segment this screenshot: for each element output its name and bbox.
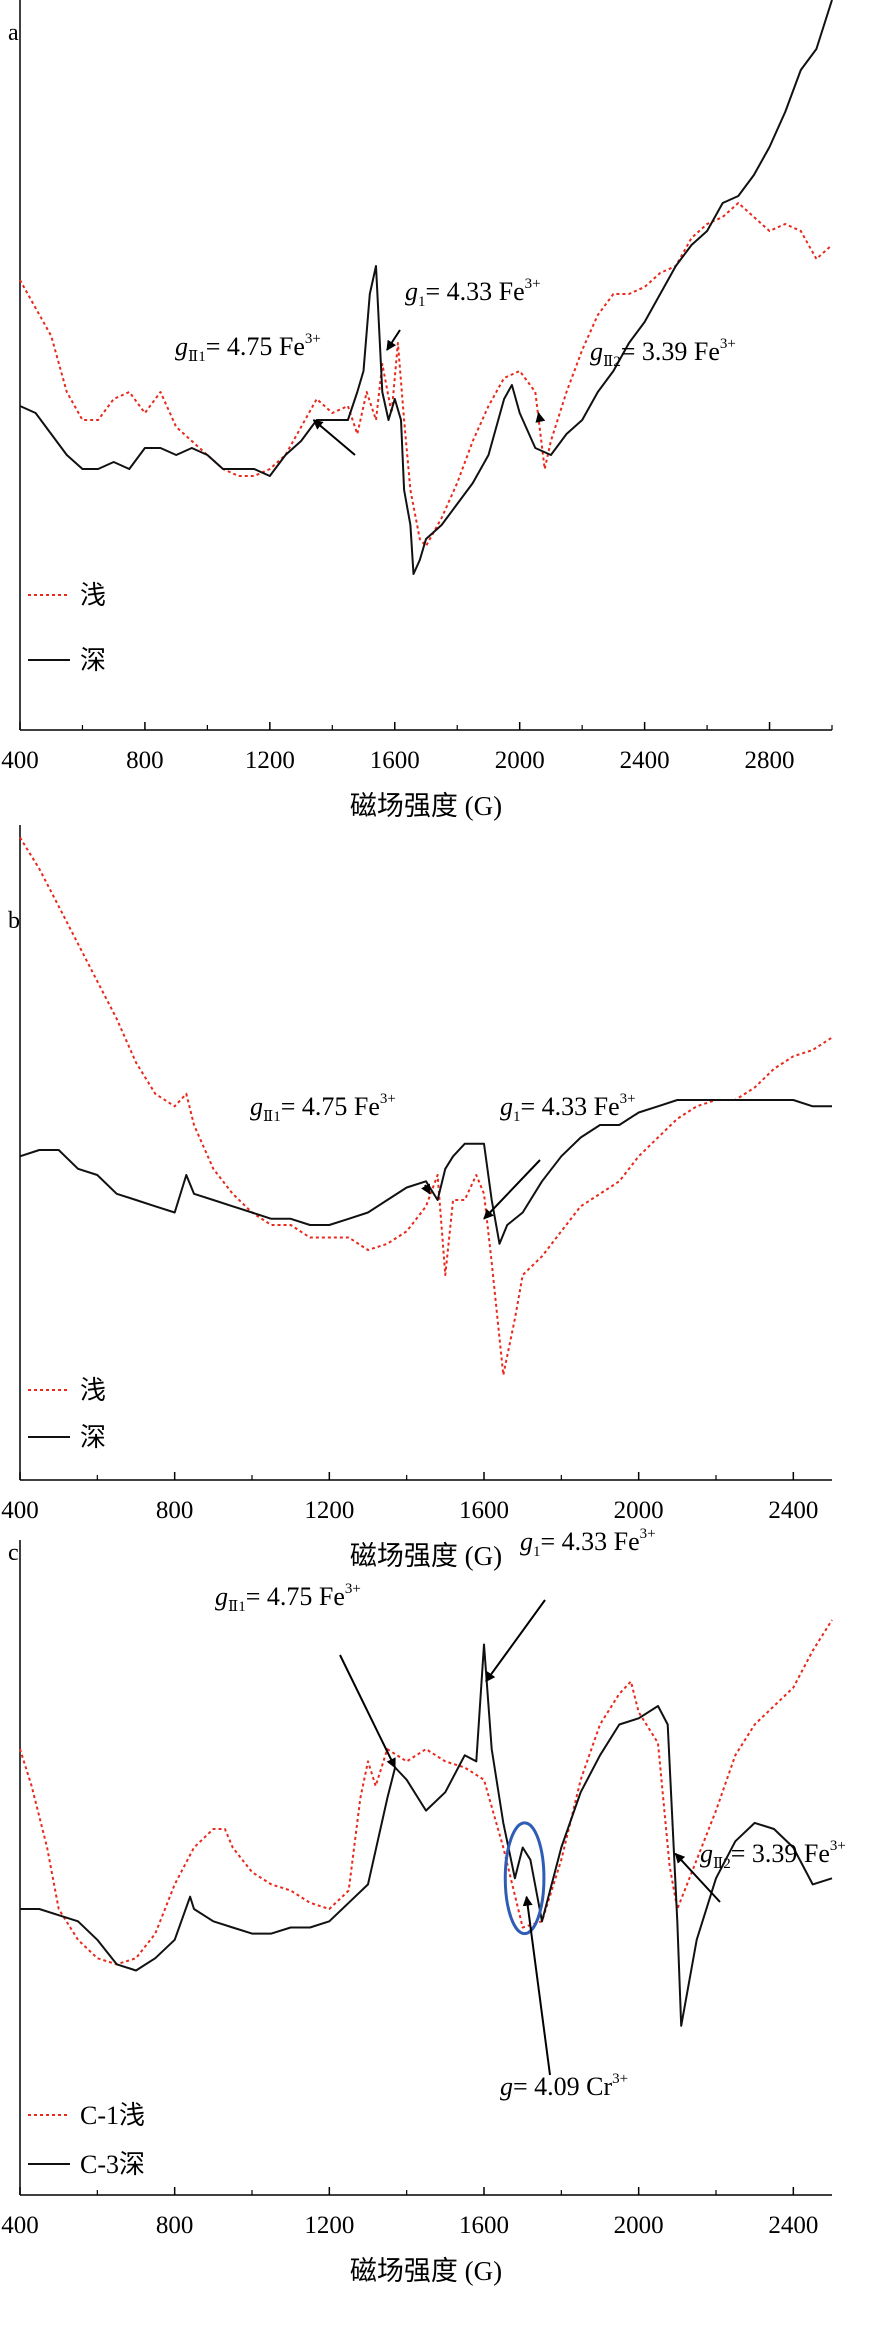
chart-panel-a: a 400 800 1200 1600 2000 2400 2800 磁场强度 (G) gⅡ1= …: [1, 0, 833, 821]
x-tick-label: 2000: [614, 2212, 664, 2239]
x-tick-label: 1600: [459, 2212, 509, 2239]
x-tick-label: 400: [1, 1497, 39, 1524]
series-line-shallow: [19, 836, 833, 1376]
x-axis-title: 磁场强度 (G): [350, 2256, 502, 2286]
x-tick-label: 800: [126, 747, 164, 774]
x-tick-label: 2000: [614, 1497, 664, 1524]
g-factor-annotation: g1= 4.33 Fe3+: [405, 276, 541, 310]
legend-label: C-3深: [80, 2150, 145, 2179]
legend-label: 深: [80, 646, 106, 675]
panel-label: b: [8, 908, 20, 934]
series-line-shallow: [19, 202, 833, 547]
annotation-arrow: [386, 329, 401, 351]
g-factor-annotation: gⅡ1= 4.75 Fe3+: [215, 1581, 361, 1615]
panel-label: c: [8, 1540, 19, 1566]
series-line-deep: [20, 1643, 833, 2027]
g-factor-annotation: gⅡ2= 3.39 Fe3+: [700, 1838, 846, 1872]
series-line-deep: [19, 0, 833, 575]
annotation-arrow: [485, 1599, 546, 1683]
g-factor-annotation: gⅡ2= 3.39 Fe3+: [590, 336, 736, 370]
chart-panel-b: b 400 800 1200 1600 2000 2400 磁场强度 (G) gⅡ1= 4.75…: [1, 825, 833, 1571]
g-factor-annotation: g1= 4.33 Fe3+: [520, 1526, 656, 1560]
annotation-arrow: [483, 1159, 541, 1220]
g-factor-annotation: g1= 4.33 Fe3+: [500, 1091, 636, 1125]
annotation-arrow: [339, 1654, 396, 1769]
series-line-deep: [19, 1099, 832, 1245]
x-tick-label: 2000: [495, 747, 545, 774]
series-line-shallow: [19, 1619, 833, 1966]
x-tick-label: 1200: [304, 1497, 354, 1524]
x-axis-title: 磁场强度 (G): [350, 791, 502, 821]
x-tick-label: 1600: [459, 1497, 509, 1524]
x-tick-label: 1600: [370, 747, 420, 774]
g-factor-annotation: gⅡ1= 4.75 Fe3+: [250, 1091, 396, 1125]
annotation-arrow: [674, 1852, 721, 1903]
legend-label: 浅: [80, 1376, 106, 1405]
x-tick-label: 800: [156, 2212, 194, 2239]
x-tick-label: 1200: [304, 2212, 354, 2239]
x-tick-label: 2400: [768, 1497, 818, 1524]
annotation-arrow: [535, 412, 546, 423]
panel-label: a: [8, 20, 19, 46]
x-tick-label: 400: [1, 747, 39, 774]
legend-label: 浅: [80, 581, 106, 610]
legend-label: 深: [80, 1423, 106, 1452]
x-tick-label: 400: [1, 2212, 39, 2239]
x-tick-label: 2800: [745, 747, 795, 774]
annotation-arrow: [421, 1183, 431, 1195]
x-axis-title: 磁场强度 (G): [350, 1541, 502, 1571]
chart-panel-c: c 400 800 1200 1600 2000 2400 磁场强度 (G) gⅡ1= 4.75…: [1, 1526, 846, 2286]
g-factor-annotation: gⅡ1= 4.75 Fe3+: [175, 331, 321, 365]
legend-label: C-1浅: [80, 2101, 145, 2130]
x-tick-label: 2400: [768, 2212, 818, 2239]
x-tick-label: 2400: [620, 747, 670, 774]
x-tick-label: 1200: [245, 747, 295, 774]
g-factor-annotation: g= 4.09 Cr3+: [500, 2071, 628, 2101]
annotation-arrow: [312, 419, 356, 456]
highlight-ellipse: [503, 1821, 546, 1936]
x-tick-label: 800: [156, 1497, 194, 1524]
annotation-arrow: [522, 1895, 551, 2076]
